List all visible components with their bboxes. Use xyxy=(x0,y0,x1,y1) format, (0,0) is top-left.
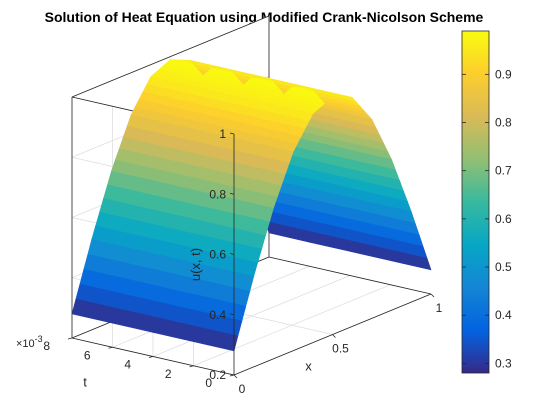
t-tick-label: 0 xyxy=(205,376,212,390)
t-tick-mark xyxy=(108,346,113,349)
x-tick-mark xyxy=(332,334,336,338)
z-axis-label: u(x, t) xyxy=(188,248,203,281)
t-tick-label: 2 xyxy=(165,367,172,381)
z-tick-label: 0.2 xyxy=(209,368,226,382)
t-tick-label: 4 xyxy=(124,358,131,372)
colorbar-tick-label: 0.9 xyxy=(495,67,512,81)
colorbar-tick-label: 0.5 xyxy=(495,260,512,274)
t-tick-mark xyxy=(148,356,154,358)
x-tick-label: 0.5 xyxy=(332,342,349,356)
chart-title: Solution of Heat Equation using Modified… xyxy=(45,9,484,25)
z-tick-mark xyxy=(229,373,235,376)
tick-labels: 0 0.5 1 0 2 4 6 8 0.2 0.4 0.6 0.8 1 xyxy=(43,127,442,396)
z-tick-mark xyxy=(229,313,235,316)
x-tick-mark xyxy=(233,374,238,379)
t-tick-mark xyxy=(67,337,73,340)
x-tick-label: 1 xyxy=(436,301,443,315)
z-tick-mark xyxy=(229,253,235,255)
z-tick-label: 0.6 xyxy=(209,248,226,262)
colorbar: 0.3 0.4 0.5 0.6 0.7 0.8 0.9 xyxy=(461,30,512,374)
colorbar-tick-label: 0.8 xyxy=(495,116,512,130)
z-tick-mark xyxy=(229,132,235,135)
grid-line-t xyxy=(152,275,351,357)
y-axis-exponent: ×10-3 xyxy=(16,334,43,350)
z-tick-label: 0.8 xyxy=(209,187,226,201)
surface-patch xyxy=(193,326,239,352)
box-edge xyxy=(71,15,270,98)
colorbar-tick-label: 0.3 xyxy=(495,356,512,370)
surface-patch xyxy=(386,248,432,271)
colorbar-tick-label: 0.6 xyxy=(495,212,512,226)
t-tick-label: 6 xyxy=(84,348,91,362)
surface-mesh xyxy=(71,59,432,352)
x-tick-label: 0 xyxy=(239,382,246,396)
grid-line-t xyxy=(193,284,391,367)
box-edge xyxy=(268,256,432,295)
x-tick-mark xyxy=(430,293,435,298)
colorbar-tick-label: 0.7 xyxy=(495,164,512,178)
x-axis-label: x xyxy=(305,359,312,374)
colorbar-gradient xyxy=(461,30,490,374)
z-tick-label: 0.4 xyxy=(209,308,226,322)
y-axis-label: t xyxy=(83,375,87,390)
y-axis-exponent-power: -3 xyxy=(35,334,43,344)
t-tick-label: 8 xyxy=(43,339,50,353)
z-tick-label: 1 xyxy=(219,127,226,141)
colorbar-tick-label: 0.4 xyxy=(495,308,512,322)
z-tick-mark xyxy=(229,192,235,195)
t-tick-mark xyxy=(189,365,194,368)
y-axis-exponent-base: ×10 xyxy=(16,338,35,350)
